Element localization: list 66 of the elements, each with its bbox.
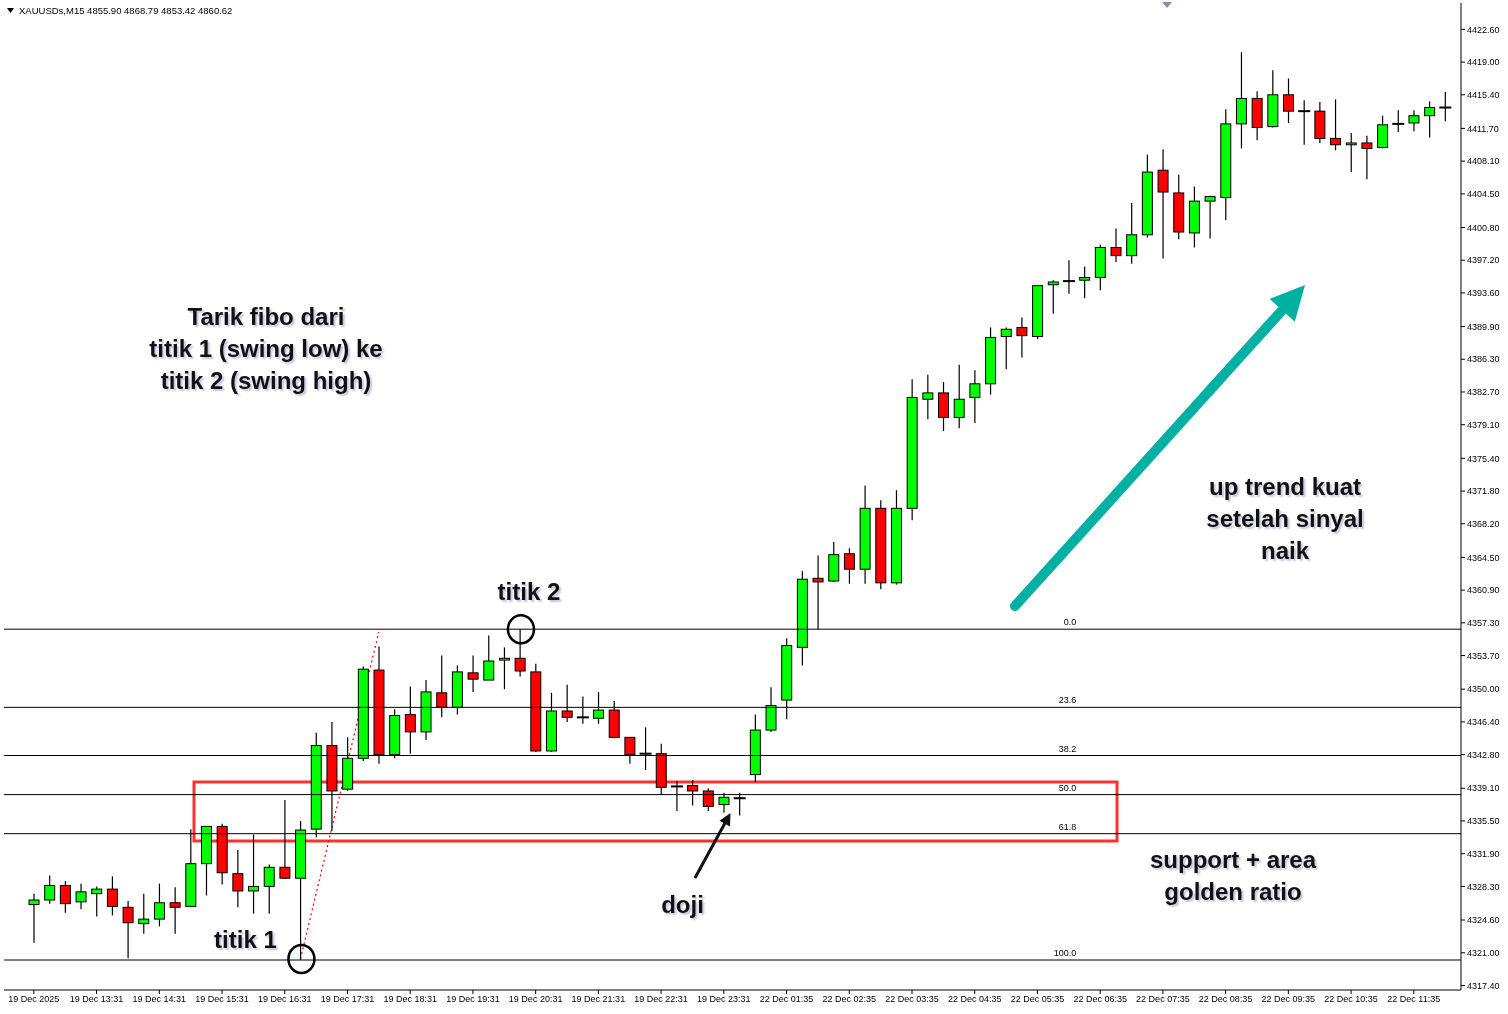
annotation: 50.0 [1058, 782, 1077, 794]
annotation: 23.6 [1058, 694, 1077, 706]
y-tick-label: 4422.60 [1467, 24, 1500, 35]
x-tick-label: 19 Dec 22:31 [634, 994, 688, 1005]
x-tick-label: 19 Dec 14:31 [132, 994, 187, 1005]
y-tick-label: 4397.20 [1467, 255, 1500, 266]
y-tick-label: 4411.70 [1467, 123, 1499, 134]
x-tick-label: 22 Dec 03:35 [885, 994, 939, 1005]
x-tick-label: 19 Dec 19:31 [446, 994, 500, 1005]
y-tick-label: 4375.40 [1467, 453, 1500, 464]
y-tick-label: 4415.40 [1467, 89, 1500, 100]
y-tick-label: 4408.10 [1467, 156, 1500, 167]
y-tick-label: 4400.80 [1467, 222, 1500, 233]
annotation: support + area golden ratio [1149, 845, 1317, 907]
annotation: Tarik fibo dari titik 1 (swing low) ke titik 2 (swing high) [149, 302, 383, 396]
y-tick-label: 4368.20 [1467, 518, 1500, 529]
y-tick-label: 4404.50 [1467, 189, 1500, 200]
annotation: titik 2 [497, 577, 561, 608]
x-tick-label: 19 Dec 20:31 [508, 994, 563, 1005]
y-tick-label: 4328.30 [1467, 881, 1500, 892]
x-tick-label: 22 Dec 11:35 [1387, 994, 1441, 1005]
y-tick-label: 4386.30 [1467, 354, 1500, 365]
x-tick-label: 22 Dec 02:35 [822, 994, 877, 1005]
annotation: 100.0 [1053, 947, 1077, 959]
y-tick-label: 4371.80 [1467, 486, 1500, 497]
x-tick-label: 22 Dec 07:35 [1136, 994, 1190, 1005]
x-tick-label: 22 Dec 04:35 [947, 994, 1002, 1005]
y-tick-label: 4379.10 [1467, 419, 1500, 430]
y-tick-label: 4317.40 [1467, 980, 1500, 991]
y-tick-label: 4335.50 [1467, 816, 1500, 827]
y-tick-label: 4364.50 [1467, 552, 1500, 563]
y-tick-label: 4419.00 [1467, 57, 1500, 68]
x-tick-label: 19 Dec 2025 [8, 994, 60, 1005]
y-tick-label: 4346.40 [1467, 717, 1500, 728]
y-tick-label: 4350.00 [1467, 684, 1500, 695]
y-tick-label: 4339.10 [1467, 783, 1500, 794]
annotation: titik 1 [214, 925, 277, 955]
x-tick-label: 22 Dec 01:35 [759, 994, 814, 1005]
y-tick-label: 4353.70 [1467, 650, 1500, 661]
y-tick-label: 4389.90 [1467, 321, 1500, 332]
y-tick-label: 4324.60 [1467, 915, 1500, 926]
chart-title: XAUUSDs,M15 4855.90 4868.79 4853.42 4860.62 [19, 5, 233, 16]
y-tick-label: 4357.30 [1467, 618, 1500, 629]
y-tick-label: 4393.60 [1467, 288, 1500, 299]
x-tick-label: 19 Dec 23:31 [697, 994, 751, 1005]
y-tick-label: 4331.90 [1467, 848, 1500, 859]
x-tick-label: 19 Dec 17:31 [320, 994, 375, 1005]
annotation: up trend kuat setelah sinyal naik [1206, 472, 1364, 566]
x-tick-label: 22 Dec 05:35 [1010, 994, 1065, 1005]
y-tick-label: 4382.70 [1467, 387, 1500, 398]
y-tick-label: 4321.00 [1467, 947, 1500, 958]
annotation: 0.0 [1063, 616, 1077, 628]
x-tick-label: 19 Dec 15:31 [195, 994, 249, 1005]
y-tick-label: 4360.90 [1467, 585, 1500, 596]
annotation: doji [661, 890, 704, 920]
y-tick-label: 4342.80 [1467, 749, 1500, 760]
x-tick-label: 19 Dec 16:31 [257, 994, 312, 1005]
annotation: 38.2 [1058, 743, 1077, 755]
x-tick-label: 22 Dec 09:35 [1261, 994, 1316, 1005]
x-tick-label: 22 Dec 08:35 [1198, 994, 1253, 1005]
x-tick-label: 22 Dec 10:35 [1324, 994, 1378, 1005]
x-tick-label: 19 Dec 21:31 [571, 994, 626, 1005]
x-tick-label: 19 Dec 18:31 [383, 994, 437, 1005]
annotation: 61.8 [1058, 821, 1077, 833]
x-tick-label: 22 Dec 06:35 [1073, 994, 1127, 1005]
x-tick-label: 19 Dec 13:31 [69, 994, 124, 1005]
